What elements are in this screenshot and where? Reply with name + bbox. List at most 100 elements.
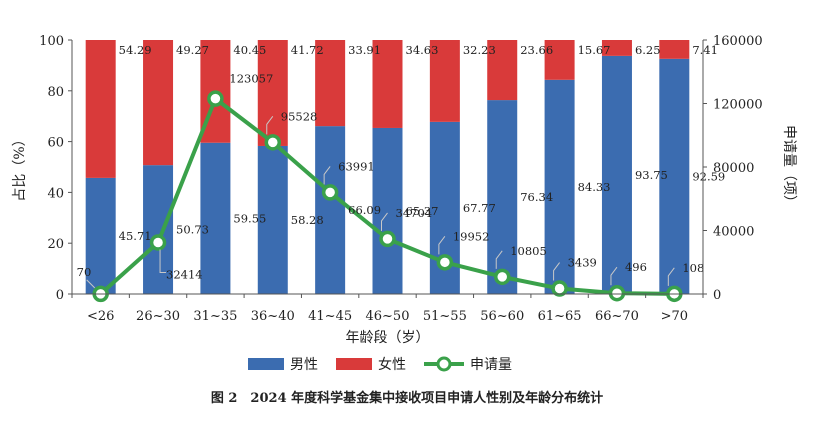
- x-tick-label: >70: [661, 309, 688, 324]
- value-labels-layer: 45.71 54.29 50.73 49.27 59.55 40.45 58.28 41.72…: [77, 43, 725, 289]
- x-tick-label: 41~45: [308, 309, 352, 324]
- y-axis-title: 占比（%）: [12, 132, 28, 201]
- label-male: 67.77: [463, 201, 496, 215]
- bar-female: [85, 40, 116, 178]
- point-applications: [551, 280, 568, 297]
- point-applications: [379, 230, 396, 248]
- bar-male: [200, 142, 231, 294]
- label-female: 34.63: [406, 43, 439, 57]
- bar-male: [315, 126, 346, 294]
- bar-male: [85, 177, 116, 294]
- label-applications: 19952: [453, 229, 490, 243]
- legend-swatch-female: [336, 358, 372, 370]
- callout-line: [495, 250, 503, 269]
- label-applications: 34704: [396, 206, 433, 220]
- bar-male: [143, 165, 174, 294]
- point-applications: [264, 134, 282, 151]
- callout-line: [381, 212, 388, 231]
- label-applications: 3439: [568, 256, 597, 270]
- x-tick-label: 26~30: [136, 309, 180, 324]
- x-tick-label: 31~35: [193, 309, 237, 324]
- label-male: 92.59: [692, 169, 725, 183]
- bar-male: [257, 145, 288, 294]
- y2-tick-label: 120000: [713, 98, 763, 113]
- bar-male: [487, 100, 518, 294]
- label-male: 45.71: [119, 229, 152, 243]
- y-tick-label: 0: [56, 288, 64, 303]
- y-tick-label: 40: [47, 186, 64, 201]
- callout-line: [159, 249, 167, 274]
- legend-swatch-male: [248, 358, 284, 370]
- callout-line: [266, 116, 274, 135]
- label-female: 41.72: [291, 43, 324, 57]
- legend: 男性 女性 申请量: [248, 356, 512, 373]
- point-applications: [493, 268, 511, 286]
- axes-layer: 0 20 40 60 80 100 0 40000 80000 120000 160000 <26 26…: [12, 34, 797, 346]
- y2-tick-label: 40000: [713, 225, 754, 240]
- bar-female: [143, 40, 174, 166]
- bar-female: [601, 40, 632, 56]
- label-male: 58.28: [291, 213, 324, 227]
- label-male: 50.73: [176, 223, 209, 237]
- x-tick-label: 46~50: [366, 309, 410, 324]
- legend-label-applications: 申请量: [470, 357, 512, 373]
- legend-label-male: 男性: [290, 357, 318, 373]
- bars-layer: [85, 40, 690, 295]
- label-female: 33.91: [348, 43, 381, 57]
- label-female: 7.41: [692, 43, 718, 57]
- y-tick-label: 20: [47, 237, 64, 252]
- callout-line: [610, 266, 618, 286]
- y-tick-label: 80: [47, 85, 64, 100]
- bar-female: [544, 40, 575, 80]
- point-applications: [321, 184, 339, 201]
- label-applications: 10805: [510, 244, 547, 258]
- label-male: 76.34: [520, 190, 553, 204]
- label-male: 84.33: [578, 180, 611, 194]
- figure-caption: 图 2 2024 年度科学基金集中接收项目申请人性别及年龄分布统计: [211, 390, 603, 406]
- bar-female: [315, 40, 346, 127]
- bar-female: [257, 40, 288, 146]
- point-applications: [608, 284, 626, 302]
- label-female: 32.23: [463, 43, 496, 57]
- x-tick-label: 61~65: [538, 309, 582, 324]
- bar-male: [601, 55, 632, 294]
- y2-tick-label: 80000: [713, 161, 754, 176]
- callout-line: [86, 279, 96, 289]
- label-applications: 123057: [229, 72, 273, 86]
- callout-line: [438, 236, 446, 255]
- point-applications: [207, 90, 224, 107]
- legend-marker-applications: [436, 356, 452, 372]
- point-applications: [149, 234, 167, 251]
- bar-female: [659, 40, 690, 59]
- label-female: 49.27: [176, 43, 209, 57]
- bar-male: [544, 79, 575, 294]
- label-female: 6.25: [635, 43, 661, 57]
- x-tick-label: 66~70: [595, 309, 639, 324]
- bar-female: [372, 40, 403, 128]
- label-male: 59.55: [233, 211, 266, 225]
- label-female: 40.45: [233, 43, 266, 57]
- label-applications: 32414: [166, 268, 203, 282]
- label-female: 54.29: [119, 43, 152, 57]
- y2-axis-title: 申请量（项）: [781, 125, 797, 209]
- y2-tick-label: 0: [713, 288, 721, 303]
- bar-female: [429, 40, 460, 122]
- label-applications: 70: [77, 265, 92, 279]
- x-tick-label: 56~60: [480, 309, 524, 324]
- bar-male: [372, 127, 403, 294]
- bar-female: [487, 40, 518, 101]
- y2-tick-label: 160000: [713, 34, 763, 49]
- x-tick-label: <26: [87, 309, 114, 324]
- label-applications: 496: [625, 260, 647, 274]
- label-female: 15.67: [578, 43, 611, 57]
- x-tick-label: 36~40: [251, 309, 295, 324]
- label-applications: 95528: [281, 109, 318, 123]
- y-tick-label: 100: [39, 34, 64, 49]
- label-male: 66.09: [348, 203, 381, 217]
- label-applications: 63991: [338, 159, 375, 173]
- callout-line: [553, 262, 560, 281]
- bar-male: [659, 58, 690, 295]
- legend-label-female: 女性: [378, 356, 406, 373]
- label-male: 93.75: [635, 168, 668, 182]
